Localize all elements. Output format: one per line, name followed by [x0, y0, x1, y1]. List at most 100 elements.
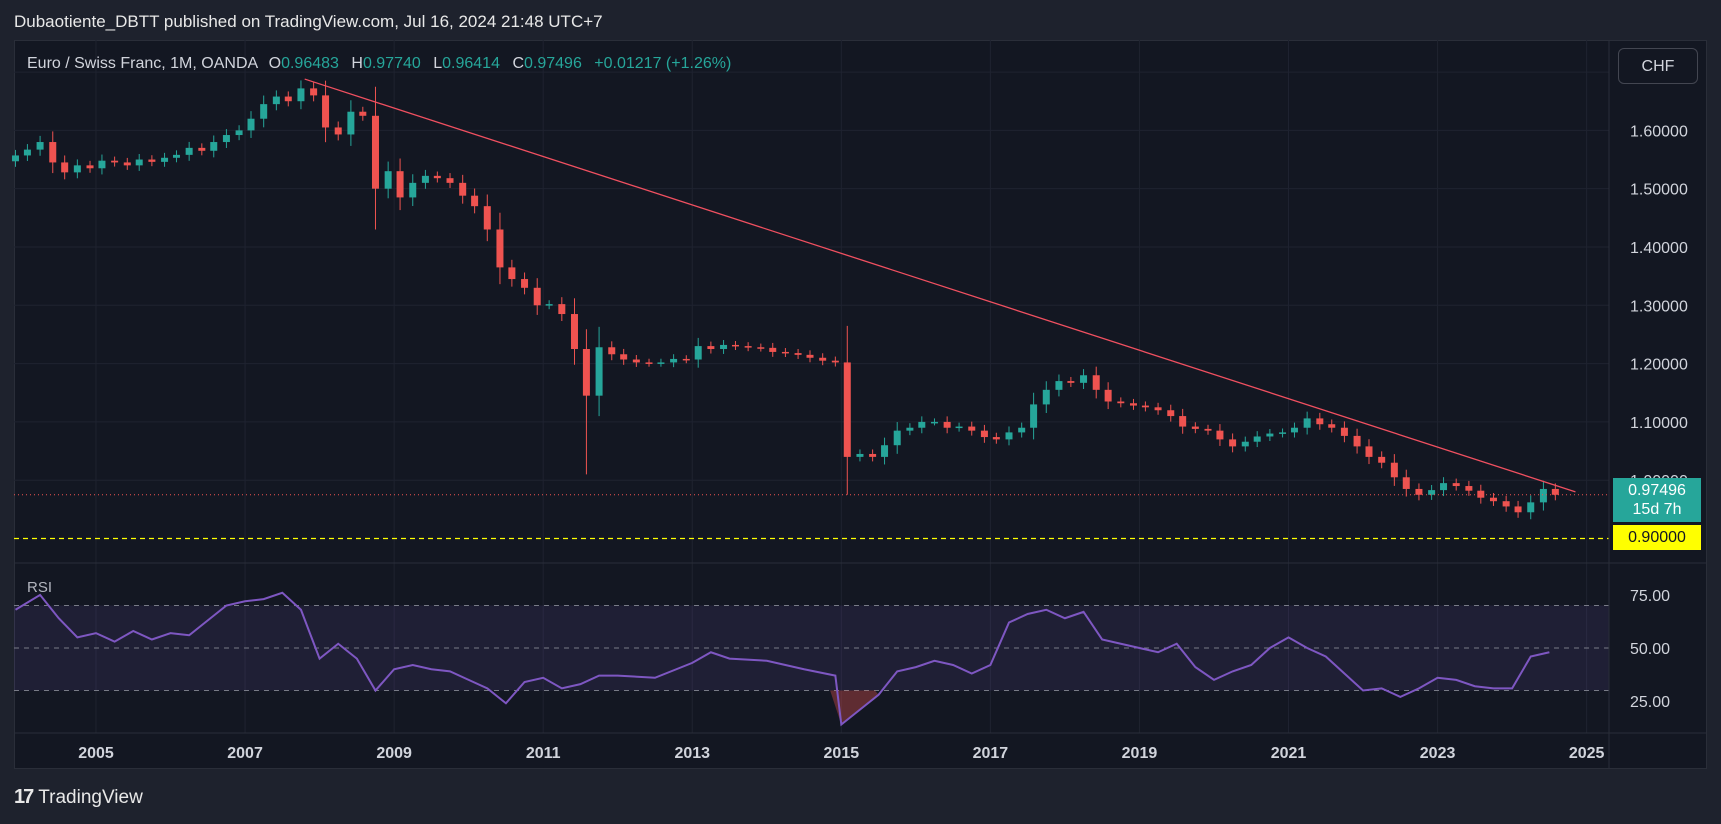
- candle-down: [1477, 490, 1485, 498]
- candle-down: [831, 360, 839, 363]
- candle-up: [247, 118, 255, 131]
- candle-down: [483, 206, 491, 230]
- candle-up: [694, 346, 702, 360]
- candle-up: [73, 165, 81, 173]
- candle-down: [582, 349, 590, 396]
- candle-down: [1117, 401, 1125, 404]
- candle-down: [198, 147, 206, 151]
- candle-up: [856, 453, 864, 457]
- candle-down: [310, 88, 318, 96]
- candle-up: [1055, 381, 1063, 390]
- symbol-legend: Euro / Swiss Franc, 1M, OANDA O0.96483 H…: [27, 55, 739, 73]
- candle-up: [1080, 375, 1088, 383]
- symbol-name[interactable]: Euro / Swiss Franc, 1M, OANDA: [27, 55, 259, 72]
- candle-down: [284, 96, 292, 102]
- year-tick-label: 2023: [1420, 745, 1456, 762]
- last-price-value: 0.97496: [1628, 482, 1686, 499]
- candle-down: [1415, 488, 1423, 495]
- rsi-oversold-fill: [830, 690, 879, 725]
- price-tick-label: 1.30000: [1630, 298, 1688, 315]
- candle-up: [172, 154, 180, 158]
- candle-up: [36, 142, 44, 150]
- candle-up: [893, 430, 901, 446]
- candle-up: [918, 421, 926, 428]
- candle-down: [731, 344, 739, 347]
- candle-down: [521, 279, 529, 288]
- year-tick-label: 2025: [1569, 745, 1605, 762]
- candle-down: [396, 171, 404, 198]
- high-label: H: [351, 55, 363, 72]
- candle-down: [632, 359, 640, 363]
- candle-down: [61, 162, 69, 173]
- high-value: 0.97740: [362, 55, 421, 72]
- year-tick-label: 2015: [824, 745, 860, 762]
- candle-up: [1266, 433, 1274, 437]
- year-tick-label: 2013: [674, 745, 710, 762]
- candle-down: [111, 160, 119, 163]
- candle-up: [135, 159, 143, 166]
- candle-down: [1402, 477, 1410, 489]
- candle-down: [1191, 426, 1199, 429]
- tradingview-brand[interactable]: 17 TradingView: [14, 786, 143, 809]
- candle-up: [1539, 488, 1547, 503]
- year-tick-label: 2021: [1271, 745, 1307, 762]
- candle-down: [446, 178, 454, 183]
- open-value: 0.96483: [281, 55, 339, 72]
- candle-down: [744, 346, 752, 348]
- candle-up: [1030, 404, 1038, 428]
- candle-up: [930, 421, 938, 424]
- close-value: 0.97496: [524, 55, 582, 72]
- candle-up: [1005, 432, 1013, 440]
- candle-down: [322, 95, 330, 128]
- rsi-pane: [14, 591, 1609, 727]
- overlay-lines: [14, 78, 1609, 540]
- candle-down: [1154, 407, 1162, 411]
- candle-up: [1303, 418, 1311, 428]
- candle-up: [272, 96, 280, 105]
- candle-up: [1241, 441, 1249, 447]
- candle-down: [1390, 462, 1398, 478]
- rsi-label[interactable]: RSI: [27, 579, 53, 596]
- candle-down: [1179, 416, 1187, 427]
- candle-down: [359, 111, 367, 116]
- rsi-tick-label: 50.00: [1630, 641, 1670, 658]
- candle-up: [955, 426, 963, 429]
- candle-down: [806, 354, 814, 358]
- last-price-tag: 0.97496 15d 7h: [1613, 478, 1701, 522]
- price-tick-label: 1.10000: [1630, 415, 1688, 432]
- candle-down: [1452, 483, 1460, 487]
- year-tick-label: 2005: [78, 745, 114, 762]
- candle-down: [1167, 410, 1175, 417]
- candle-down: [1551, 488, 1559, 495]
- candle-down: [1316, 418, 1324, 425]
- candle-down: [1129, 403, 1137, 406]
- candle-down: [1489, 497, 1497, 502]
- candle-down: [1204, 428, 1212, 431]
- candle-down: [471, 195, 479, 207]
- candle-up: [670, 358, 678, 363]
- candle-up: [210, 142, 218, 151]
- candle-down: [682, 358, 690, 361]
- candle-up: [1527, 502, 1535, 513]
- rsi-tick-label: 75.00: [1630, 588, 1670, 605]
- descending-trendline: [304, 78, 1576, 493]
- price-tick-label: 1.50000: [1630, 182, 1688, 199]
- candle-down: [49, 142, 57, 163]
- candle-up: [1428, 490, 1436, 495]
- candle-up: [881, 445, 889, 457]
- candle-up: [409, 182, 417, 198]
- candle-down: [707, 346, 715, 350]
- candle-down: [1340, 427, 1348, 436]
- candle-down: [496, 229, 504, 268]
- candle-up: [347, 111, 355, 135]
- candle-down: [781, 351, 789, 354]
- year-tick-label: 2007: [227, 745, 263, 762]
- candle-down: [769, 347, 777, 352]
- horizontal-level-tag: 0.90000: [1613, 525, 1701, 550]
- candle-down: [1365, 446, 1373, 457]
- candle-up: [23, 149, 31, 156]
- candle-down: [533, 287, 541, 306]
- candle-up: [1018, 427, 1026, 433]
- currency-button[interactable]: CHF: [1618, 48, 1698, 84]
